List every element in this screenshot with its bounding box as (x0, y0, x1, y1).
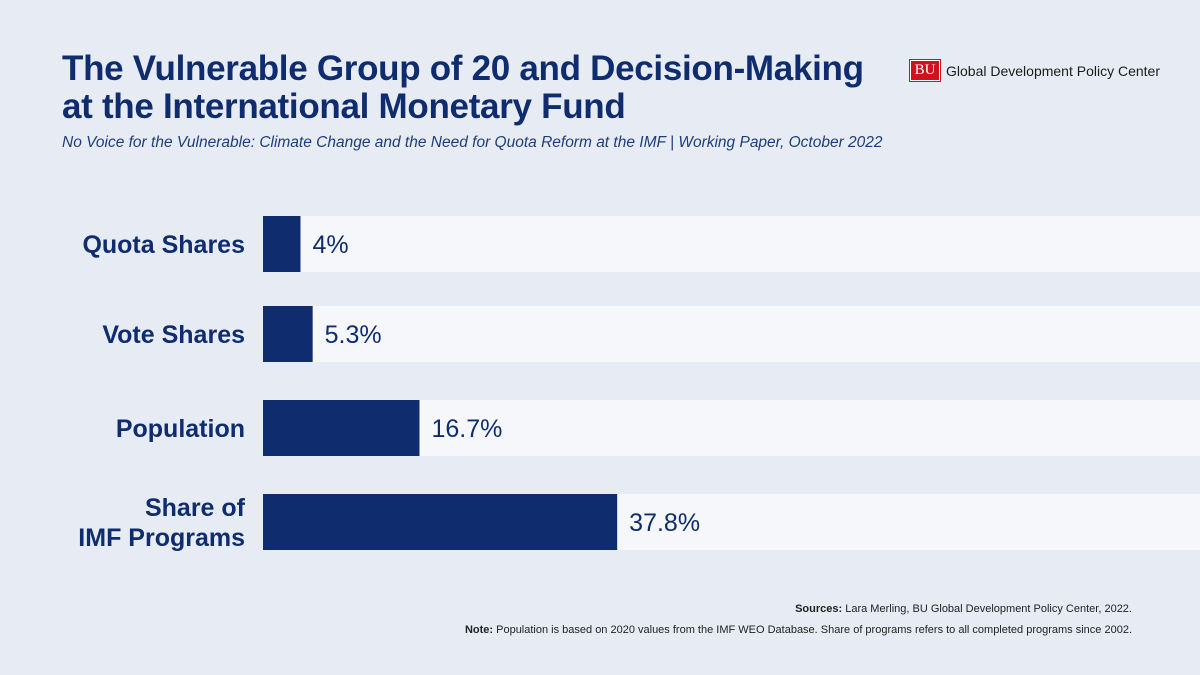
bar (263, 216, 301, 272)
note-line: Note: Population is based on 2020 values… (465, 620, 1132, 641)
category-label: IMF Programs (78, 524, 245, 552)
category-label: Population (116, 415, 245, 443)
bar (263, 306, 313, 362)
bar-value-label: 37.8% (629, 509, 700, 537)
bar-track (263, 306, 1200, 362)
title-line-2: at the International Monetary Fund (62, 87, 626, 126)
category-label: Quota Shares (82, 231, 245, 259)
category-label: Share of (145, 494, 246, 522)
bar (263, 400, 420, 456)
note-text: Population is based on 2020 values from … (493, 624, 1132, 636)
sources-text: Lara Merling, BU Global Development Poli… (842, 603, 1132, 615)
chart-footnotes: Sources: Lara Merling, BU Global Develop… (465, 599, 1132, 641)
bar-value-label: 5.3% (325, 321, 382, 349)
bu-gdp-logo: BU Global Development Policy Center (910, 60, 1160, 81)
logo-text: Global Development Policy Center (946, 62, 1160, 79)
bar-value-label: 16.7% (431, 415, 502, 443)
bu-logo-mark: BU (910, 60, 940, 81)
note-label: Note: (464, 624, 494, 636)
bar-value-label: 4% (312, 231, 348, 259)
title-line-1: The Vulnerable Group of 20 and Decision-… (62, 49, 864, 88)
bar-track (263, 216, 1200, 272)
chart-title: The Vulnerable Group of 20 and Decision-… (62, 50, 864, 126)
category-label: Vote Shares (102, 321, 245, 349)
sources-line: Sources: Lara Merling, BU Global Develop… (465, 599, 1132, 620)
sources-label: Sources: (795, 603, 843, 615)
bar-chart: 4% Quota Shares 5.3% Vote Shares 16.7% Popula… (78, 216, 1200, 552)
bar (263, 494, 618, 550)
chart-subtitle: No Voice for the Vulnerable: Climate Cha… (62, 134, 883, 151)
